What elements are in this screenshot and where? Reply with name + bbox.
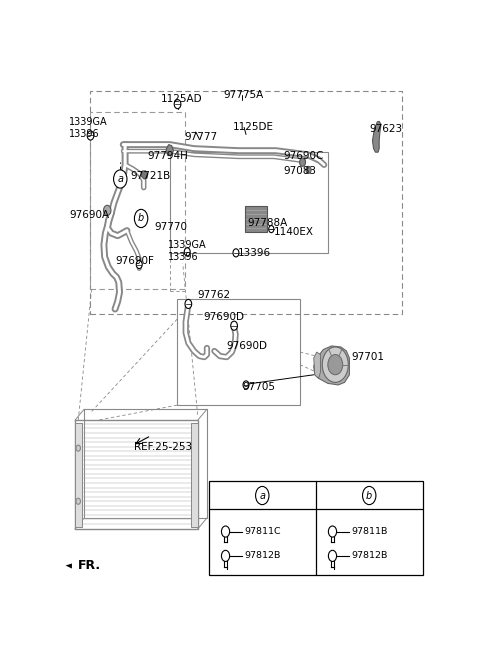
- Circle shape: [136, 260, 142, 269]
- Circle shape: [221, 526, 229, 537]
- Text: 97788A: 97788A: [247, 217, 288, 227]
- Circle shape: [328, 551, 336, 562]
- Text: 97705: 97705: [242, 382, 275, 392]
- Text: 97812B: 97812B: [351, 551, 387, 560]
- Bar: [245, 206, 267, 232]
- Circle shape: [328, 526, 336, 537]
- Polygon shape: [314, 352, 321, 378]
- Bar: [209, 481, 423, 575]
- Circle shape: [269, 225, 274, 233]
- Circle shape: [300, 158, 305, 166]
- Polygon shape: [66, 564, 72, 568]
- Text: b: b: [366, 491, 372, 501]
- Bar: [170, 152, 328, 254]
- Bar: [75, 420, 198, 529]
- Circle shape: [221, 551, 229, 562]
- Text: 97777: 97777: [185, 131, 218, 141]
- Text: 13396: 13396: [238, 248, 271, 258]
- Bar: [90, 91, 402, 314]
- Circle shape: [134, 210, 148, 227]
- Text: 1125DE: 1125DE: [233, 122, 274, 132]
- Text: 97083: 97083: [283, 166, 316, 176]
- Polygon shape: [141, 171, 148, 179]
- Text: b: b: [138, 214, 144, 223]
- Text: 97721B: 97721B: [131, 171, 171, 181]
- Circle shape: [76, 445, 81, 451]
- Text: a: a: [117, 174, 123, 184]
- Text: 97794H: 97794H: [147, 150, 188, 161]
- Circle shape: [328, 355, 343, 374]
- Bar: [90, 112, 185, 289]
- Text: 97690A: 97690A: [69, 210, 109, 221]
- Circle shape: [87, 131, 94, 140]
- Bar: [75, 423, 82, 526]
- Text: 1339GA
13396: 1339GA 13396: [69, 117, 108, 139]
- Circle shape: [104, 205, 111, 215]
- Circle shape: [184, 248, 190, 256]
- Polygon shape: [166, 145, 173, 156]
- Text: a: a: [259, 491, 265, 501]
- Text: 1125AD: 1125AD: [160, 94, 202, 104]
- Text: 1140EX: 1140EX: [274, 227, 314, 237]
- Circle shape: [76, 498, 81, 505]
- Circle shape: [231, 321, 238, 330]
- Text: 97811B: 97811B: [351, 527, 387, 536]
- Circle shape: [306, 166, 311, 173]
- Text: REF.25-253: REF.25-253: [134, 442, 192, 452]
- Polygon shape: [138, 215, 147, 221]
- Circle shape: [185, 300, 192, 309]
- Text: 97690F: 97690F: [115, 256, 154, 267]
- Text: 1339GA
13396: 1339GA 13396: [168, 240, 206, 261]
- Bar: [191, 423, 198, 526]
- Bar: [177, 299, 300, 405]
- Circle shape: [322, 347, 348, 382]
- Circle shape: [114, 170, 127, 188]
- Text: 97762: 97762: [197, 290, 230, 300]
- Bar: [84, 409, 207, 518]
- Circle shape: [255, 486, 269, 505]
- Text: 97690D: 97690D: [203, 311, 244, 322]
- Polygon shape: [372, 122, 381, 152]
- Polygon shape: [314, 346, 349, 385]
- Text: 97623: 97623: [370, 124, 403, 135]
- Circle shape: [174, 100, 181, 108]
- Text: 97701: 97701: [351, 352, 384, 362]
- Text: 97812B: 97812B: [244, 551, 280, 560]
- Text: 97690C: 97690C: [283, 150, 324, 161]
- Text: FR.: FR.: [78, 559, 101, 572]
- Text: 97690D: 97690D: [227, 341, 268, 351]
- Circle shape: [233, 249, 239, 257]
- Circle shape: [362, 486, 376, 505]
- Text: 97770: 97770: [155, 221, 188, 231]
- Text: 97775A: 97775A: [224, 90, 264, 100]
- Text: 97811C: 97811C: [244, 527, 281, 536]
- Circle shape: [243, 381, 249, 389]
